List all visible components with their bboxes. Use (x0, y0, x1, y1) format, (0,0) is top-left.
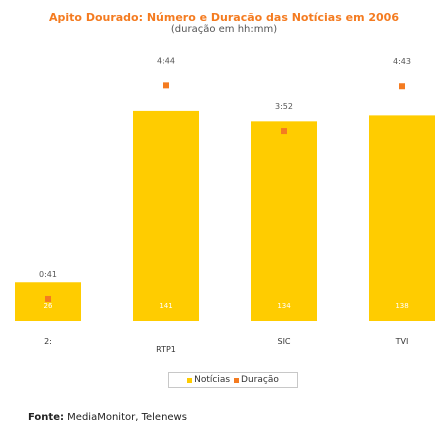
legend-label-duracao: Duração (241, 375, 279, 385)
marker-duracao (281, 128, 287, 135)
duration-value-label: 3:52 (275, 102, 293, 111)
legend-item-noticias: Notícias (187, 375, 230, 385)
bar-value-label: 134 (277, 302, 291, 310)
source-label: Fonte: (28, 412, 64, 423)
marker-duracao (399, 83, 405, 90)
legend-label-noticias: Notícias (194, 375, 231, 385)
bar-value-label: 26 (44, 302, 53, 310)
duration-value-label: 0:41 (39, 270, 57, 279)
category-label: TVI (395, 337, 409, 346)
category-label: RTP1 (156, 345, 176, 354)
duration-value-label: 4:43 (393, 57, 411, 66)
bar-value-label: 138 (395, 302, 408, 310)
category-label: 2: (44, 337, 52, 346)
bar-noticias (369, 115, 435, 321)
legend-swatch-duracao (234, 377, 240, 383)
duration-value-label: 4:44 (157, 56, 175, 65)
bar-value-label: 141 (159, 302, 172, 310)
marker-duracao (45, 295, 51, 302)
source-text: MediaMonitor, Telenews (67, 412, 187, 423)
bar-noticias (133, 110, 199, 321)
chart-plot: 26 0:41 2: 141 4:44 RTP1 134 3:52 SIC 138 4:43 TVI (15, 56, 435, 354)
legend-swatch-noticias (187, 377, 193, 383)
source-note: Fonte: MediaMonitor, Telenews (28, 412, 187, 423)
marker-duracao (163, 82, 169, 89)
category-label: SIC (277, 337, 290, 346)
bar-noticias (251, 121, 317, 321)
chart-title: Apito Dourado: Número e Duracão das Notí… (49, 11, 399, 24)
chart-legend: Notícias Duração (168, 372, 298, 388)
chart-subtitle: (duração em hh:mm) (170, 24, 278, 35)
legend-item-duracao: Duração (234, 375, 279, 385)
